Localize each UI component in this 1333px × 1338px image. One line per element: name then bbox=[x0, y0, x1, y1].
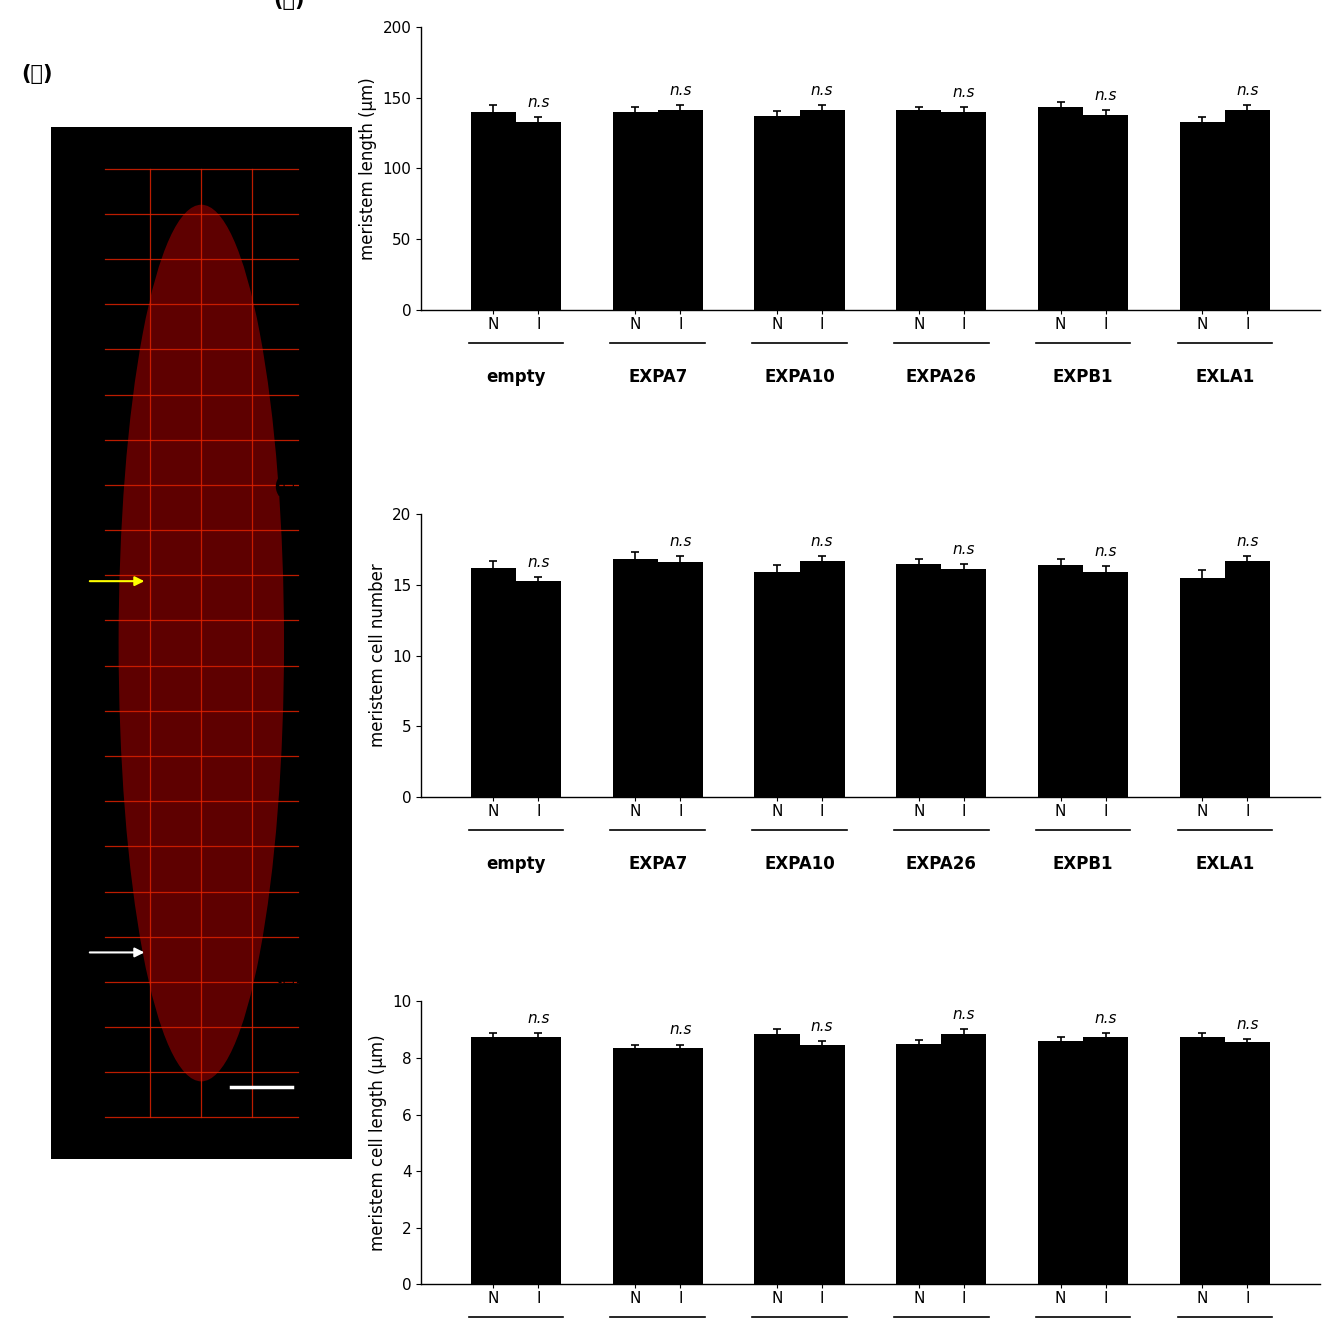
Text: EXPA26: EXPA26 bbox=[906, 368, 977, 387]
Bar bbox=[516, 122, 561, 310]
Text: empty: empty bbox=[487, 368, 545, 387]
Bar bbox=[613, 559, 657, 797]
Bar bbox=[613, 1048, 657, 1284]
Y-axis label: meristem cell number: meristem cell number bbox=[369, 563, 387, 748]
Text: n.s: n.s bbox=[953, 1006, 976, 1022]
Text: EXPB1: EXPB1 bbox=[1053, 368, 1113, 387]
Bar bbox=[800, 1045, 845, 1284]
Bar bbox=[1084, 1037, 1128, 1284]
Bar bbox=[657, 1048, 702, 1284]
Text: empty: empty bbox=[487, 855, 545, 874]
Text: n.s: n.s bbox=[528, 1010, 549, 1026]
Ellipse shape bbox=[119, 205, 284, 1081]
Bar bbox=[1225, 110, 1270, 310]
Bar bbox=[1084, 573, 1128, 797]
Bar bbox=[1180, 1037, 1225, 1284]
Text: n.s: n.s bbox=[810, 534, 833, 549]
Bar bbox=[516, 581, 561, 797]
Text: n.s: n.s bbox=[1236, 534, 1258, 549]
Text: n.s: n.s bbox=[810, 1020, 833, 1034]
Text: n.s: n.s bbox=[528, 95, 549, 110]
Bar bbox=[1084, 115, 1128, 310]
Text: (다): (다) bbox=[273, 476, 304, 496]
Bar bbox=[754, 116, 800, 310]
Bar bbox=[941, 1034, 986, 1284]
Bar bbox=[896, 110, 941, 310]
Text: EXPA7: EXPA7 bbox=[628, 855, 688, 874]
Bar bbox=[754, 1034, 800, 1284]
Bar bbox=[1038, 1041, 1084, 1284]
Text: EXPA7: EXPA7 bbox=[628, 368, 688, 387]
Text: n.s: n.s bbox=[1236, 83, 1258, 98]
Text: n.s: n.s bbox=[1094, 543, 1117, 558]
Bar bbox=[1225, 1042, 1270, 1284]
Text: EXPA10: EXPA10 bbox=[764, 855, 834, 874]
Text: EXPB1: EXPB1 bbox=[1053, 855, 1113, 874]
Text: n.s: n.s bbox=[669, 1022, 692, 1037]
Text: EXLA1: EXLA1 bbox=[1196, 855, 1254, 874]
Text: (가): (가) bbox=[21, 64, 52, 84]
Bar bbox=[657, 110, 702, 310]
Text: n.s: n.s bbox=[1094, 87, 1117, 103]
Bar bbox=[657, 562, 702, 797]
Bar bbox=[800, 110, 845, 310]
Bar bbox=[51, 127, 352, 1159]
Text: n.s: n.s bbox=[669, 534, 692, 550]
Bar bbox=[471, 1037, 516, 1284]
Bar bbox=[471, 112, 516, 310]
Text: (나): (나) bbox=[273, 0, 304, 9]
Bar bbox=[1038, 565, 1084, 797]
Bar bbox=[471, 567, 516, 797]
Bar bbox=[1180, 122, 1225, 310]
Bar bbox=[1225, 561, 1270, 797]
Text: n.s: n.s bbox=[810, 83, 833, 98]
Bar bbox=[516, 1037, 561, 1284]
Bar bbox=[896, 563, 941, 797]
Bar bbox=[754, 573, 800, 797]
Text: (라): (라) bbox=[273, 965, 304, 985]
Text: n.s: n.s bbox=[528, 555, 549, 570]
Text: n.s: n.s bbox=[1236, 1017, 1258, 1032]
Text: n.s: n.s bbox=[953, 542, 976, 557]
Y-axis label: meristem cell length (μm): meristem cell length (μm) bbox=[369, 1034, 387, 1251]
Bar bbox=[800, 561, 845, 797]
Text: n.s: n.s bbox=[953, 86, 976, 100]
Text: n.s: n.s bbox=[669, 83, 692, 98]
Y-axis label: meristem length (μm): meristem length (μm) bbox=[359, 78, 377, 260]
Bar bbox=[896, 1044, 941, 1284]
Bar bbox=[1180, 578, 1225, 797]
Text: n.s: n.s bbox=[1094, 1012, 1117, 1026]
Text: EXPA26: EXPA26 bbox=[906, 855, 977, 874]
Bar bbox=[1038, 107, 1084, 310]
Bar bbox=[941, 569, 986, 797]
Bar bbox=[941, 112, 986, 310]
Text: EXLA1: EXLA1 bbox=[1196, 368, 1254, 387]
Bar bbox=[613, 112, 657, 310]
Text: EXPA10: EXPA10 bbox=[764, 368, 834, 387]
